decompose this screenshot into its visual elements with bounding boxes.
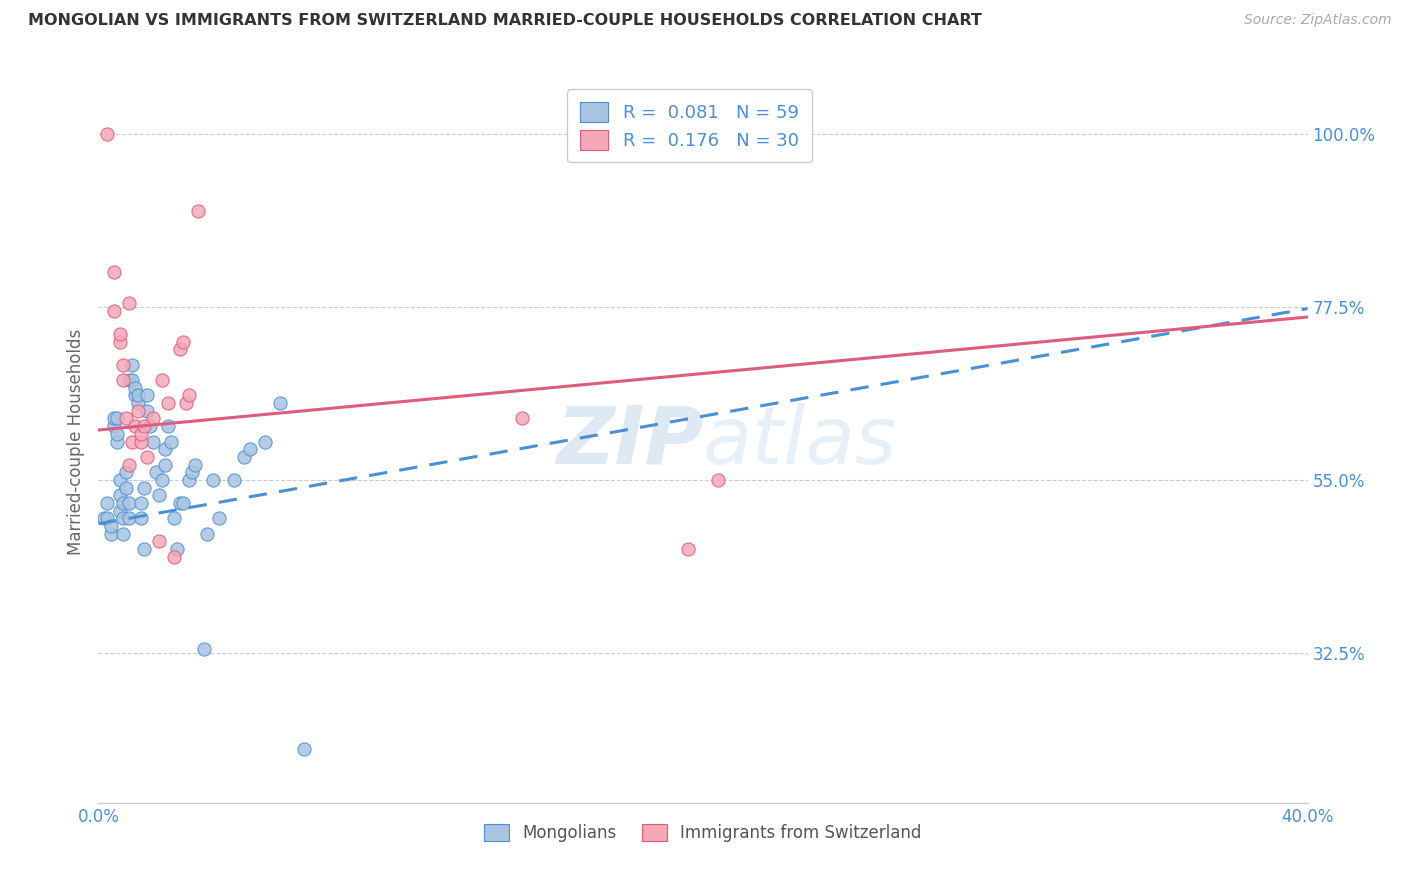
Point [121, 373, 143, 387]
Point [184, 458, 207, 472]
Point [707, 473, 730, 487]
Point [169, 343, 191, 357]
Point [121, 358, 143, 372]
Point [135, 404, 157, 418]
Point [156, 396, 179, 410]
Point [118, 496, 141, 510]
Point [163, 511, 186, 525]
Point [111, 358, 134, 372]
Point [181, 465, 204, 479]
Point [111, 496, 134, 510]
Point [153, 458, 176, 472]
Text: ZIP: ZIP [555, 402, 703, 481]
Point [153, 442, 176, 457]
Point [676, 542, 699, 557]
Point [132, 419, 155, 434]
Point [132, 542, 155, 557]
Text: atlas: atlas [703, 402, 898, 481]
Text: MONGOLIAN VS IMMIGRANTS FROM SWITZERLAND MARRIED-COUPLE HOUSEHOLDS CORRELATION C: MONGOLIAN VS IMMIGRANTS FROM SWITZERLAND… [28, 13, 981, 29]
Point [127, 404, 149, 418]
Point [103, 419, 125, 434]
Point [105, 426, 128, 441]
Point [108, 326, 131, 341]
Point [160, 434, 183, 449]
Point [135, 450, 157, 464]
Point [108, 473, 131, 487]
Point [269, 396, 291, 410]
Point [108, 488, 131, 502]
Point [132, 481, 155, 495]
Point [145, 465, 167, 479]
Y-axis label: Married-couple Households: Married-couple Households [66, 328, 84, 555]
Point [103, 411, 125, 425]
Point [179, 388, 201, 402]
Point [202, 473, 225, 487]
Point [292, 742, 315, 756]
Point [172, 496, 194, 510]
Point [100, 519, 122, 533]
Point [114, 411, 136, 425]
Point [108, 334, 131, 349]
Point [163, 549, 186, 564]
Point [121, 434, 143, 449]
Point [96, 511, 118, 525]
Point [148, 488, 170, 502]
Point [135, 388, 157, 402]
Point [150, 373, 173, 387]
Point [129, 511, 152, 525]
Legend: Mongolians, Immigrants from Switzerland: Mongolians, Immigrants from Switzerland [478, 817, 928, 848]
Point [124, 388, 146, 402]
Point [142, 434, 165, 449]
Point [166, 542, 188, 557]
Point [232, 450, 254, 464]
Point [105, 434, 128, 449]
Point [172, 334, 194, 349]
Point [118, 511, 141, 525]
Point [100, 526, 122, 541]
Point [187, 203, 209, 218]
Point [103, 304, 125, 318]
Point [111, 511, 134, 525]
Point [103, 265, 125, 279]
Point [208, 511, 231, 525]
Point [510, 411, 533, 425]
Point [118, 296, 141, 310]
Point [129, 426, 152, 441]
Point [96, 127, 118, 141]
Point [129, 496, 152, 510]
Point [124, 419, 146, 434]
Point [148, 534, 170, 549]
Point [124, 381, 146, 395]
Text: Source: ZipAtlas.com: Source: ZipAtlas.com [1244, 13, 1392, 28]
Point [156, 419, 179, 434]
Point [253, 434, 276, 449]
Point [150, 473, 173, 487]
Point [127, 388, 149, 402]
Point [93, 511, 115, 525]
Point [179, 473, 201, 487]
Point [224, 473, 246, 487]
Point [111, 526, 134, 541]
Point [174, 396, 197, 410]
Point [127, 396, 149, 410]
Point [111, 373, 134, 387]
Point [239, 442, 262, 457]
Point [96, 496, 118, 510]
Point [139, 419, 162, 434]
Point [118, 458, 141, 472]
Point [142, 411, 165, 425]
Point [195, 526, 218, 541]
Point [105, 411, 128, 425]
Point [114, 465, 136, 479]
Point [169, 496, 191, 510]
Point [129, 434, 152, 449]
Point [114, 481, 136, 495]
Point [193, 642, 215, 657]
Point [118, 373, 141, 387]
Point [108, 504, 131, 518]
